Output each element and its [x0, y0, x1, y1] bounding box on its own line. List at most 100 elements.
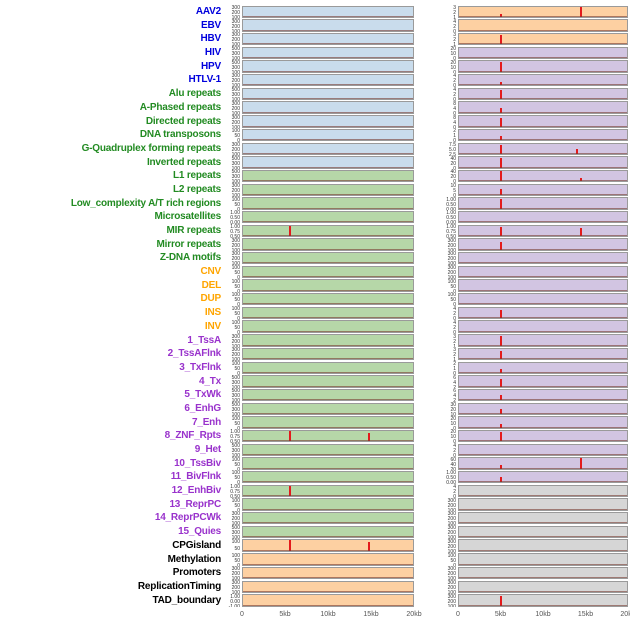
y-tick-label: 200 — [231, 256, 240, 263]
y-tick-label: 300 — [231, 579, 240, 586]
right-track — [458, 19, 628, 32]
signal-baseline — [459, 207, 627, 209]
signal-spike — [500, 423, 502, 428]
y-tick-label: 100 — [231, 97, 240, 101]
row-label: Low_complexity A/T rich regions — [70, 197, 221, 209]
y-tick-label: 0 — [453, 316, 456, 320]
y-tick-label: 20 — [450, 429, 456, 436]
y-tick-label: 0.75 — [230, 229, 240, 235]
signal-baseline — [243, 289, 413, 291]
y-tick-label: 200 — [447, 530, 456, 537]
signal-baseline — [459, 139, 627, 141]
x-axis-label: 20kb — [620, 611, 630, 619]
track-row: DNA transposons 100 50 0 2 1 0 — [0, 128, 630, 142]
track-row: HIV 500 300 100 20 10 0 — [0, 46, 630, 60]
y-tick-label: 100 — [231, 151, 240, 156]
signal-baseline — [243, 467, 413, 469]
signal-spike — [500, 170, 502, 182]
y-axis-ticks: 500 300 100 — [226, 87, 242, 101]
y-axis-ticks: 100 50 0 — [414, 279, 458, 292]
y-tick-label: 50 — [234, 475, 240, 482]
right-track — [458, 142, 628, 155]
left-track — [242, 416, 414, 429]
y-tick-label: 50 — [234, 324, 240, 331]
y-tick-label: 1.00 — [446, 470, 456, 477]
right-track — [458, 498, 628, 511]
y-tick-label: 0 — [453, 453, 456, 457]
y-tick-label: 20 — [450, 174, 456, 181]
y-tick-label: 300 — [231, 393, 240, 400]
y-tick-label: 500 — [231, 155, 240, 162]
y-tick-label: 100 — [231, 576, 240, 580]
y-tick-label: 0.50 — [230, 494, 240, 498]
y-axis-ticks: 300 200 100 — [226, 5, 242, 19]
y-axis-ticks: 20 10 0 — [414, 46, 458, 60]
row-label: 3_TxFlnk — [179, 361, 221, 373]
left-track — [242, 183, 414, 196]
y-tick-label: 100 — [231, 535, 240, 539]
y-tick-label: 0 — [237, 466, 240, 471]
row-label: G-Quadruplex forming repeats — [81, 142, 222, 154]
left-track — [242, 594, 414, 607]
left-track — [242, 306, 414, 320]
y-axis-ticks: 300 200 100 — [414, 525, 458, 539]
track-row: 10_TssBiv 100 50 0 60 40 20 — [0, 457, 630, 471]
row-label: 5_TxWk — [184, 389, 221, 401]
left-track — [242, 388, 414, 402]
signal-baseline — [243, 344, 413, 346]
y-tick-label: 0 — [237, 329, 240, 334]
y-tick-label: 300 — [231, 5, 240, 11]
signal-baseline — [243, 371, 413, 373]
left-track — [242, 334, 414, 347]
signal-spike — [500, 432, 502, 442]
left-track — [242, 224, 414, 238]
y-tick-label: 10 — [450, 64, 456, 71]
signal-baseline — [459, 385, 627, 387]
y-tick-label: 100 — [231, 15, 240, 19]
right-track — [458, 429, 628, 443]
signal-spike — [579, 178, 582, 182]
y-tick-label: 0 — [453, 370, 456, 375]
right-track — [458, 156, 628, 169]
track-row: CNV 100 50 0 300 200 100 — [0, 265, 630, 279]
y-axis-ticks: 300 200 100 — [414, 511, 458, 525]
signal-spike — [500, 158, 502, 168]
y-axis-ticks: 300 200 100 — [414, 238, 458, 251]
signal-baseline — [243, 166, 413, 168]
signal-baseline — [243, 221, 413, 223]
y-tick-label: 10 — [450, 420, 456, 427]
left-track — [242, 115, 414, 128]
row-label: INV — [204, 320, 221, 332]
y-tick-label: 50 — [450, 297, 456, 304]
track-row: INV 100 50 0 4 2 0 — [0, 320, 630, 334]
x-axis-label: 15kb — [577, 611, 594, 619]
y-axis-ticks: 100 50 0 — [226, 128, 242, 142]
y-tick-label: 4 — [453, 18, 456, 25]
y-tick-label: 50 — [234, 545, 240, 552]
y-axis-ticks: 300 200 100 — [226, 579, 242, 593]
row-label: 6_EnhG — [184, 402, 221, 414]
signal-baseline — [243, 248, 413, 250]
left-track — [242, 19, 414, 32]
y-tick-label: 50 — [450, 557, 456, 564]
signal-baseline — [459, 358, 627, 360]
y-tick-label: 8 — [453, 114, 456, 121]
row-label: 14_ReprPCWk — [154, 512, 221, 524]
signal-spike — [500, 465, 502, 469]
y-tick-label: 100 — [231, 306, 240, 313]
track-row: CPGisland 100 50 300 200 100 — [0, 539, 630, 553]
y-tick-label: 2 — [453, 78, 456, 85]
y-tick-label: 100 — [231, 521, 240, 526]
signal-baseline — [459, 180, 627, 182]
track-row: L1 repeats 500 300 100 40 20 0 — [0, 169, 630, 183]
right-track — [458, 60, 628, 73]
signal-spike — [500, 34, 502, 45]
signal-spike — [500, 395, 502, 401]
track-row: Alu repeats 500 300 100 4 2 0 — [0, 87, 630, 101]
y-tick-label: 100 — [231, 165, 240, 170]
y-tick-label: 0.50 — [446, 215, 456, 222]
signal-baseline — [243, 125, 413, 127]
y-axis-ticks: 1.00 0.50 0.00 — [414, 210, 458, 224]
